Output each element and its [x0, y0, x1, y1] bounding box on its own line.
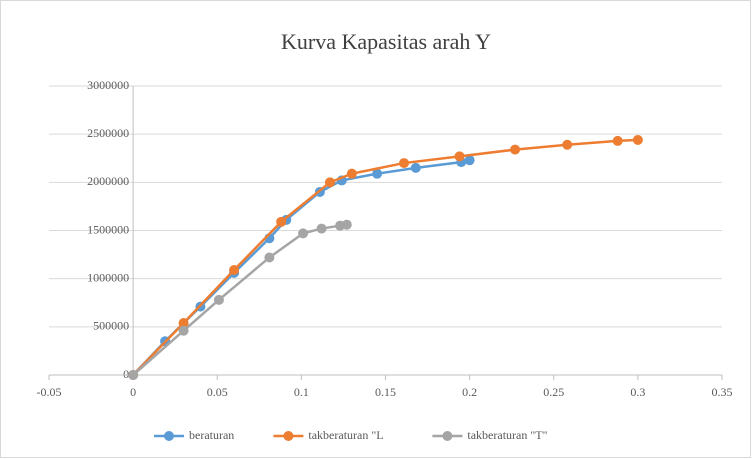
data-point: [454, 151, 465, 162]
series-line: [132, 138, 638, 376]
x-tick-label: 0.25: [543, 385, 564, 399]
y-tick-label: 1500000: [87, 222, 129, 236]
y-tick-label: 2000000: [87, 174, 129, 188]
data-point: [229, 264, 240, 275]
legend-label: beraturan: [189, 428, 234, 442]
data-point: [128, 370, 139, 380]
data-point: [324, 177, 335, 188]
data-point: [346, 168, 357, 179]
y-tick-label: 2500000: [87, 126, 129, 140]
x-tick-label: 0.3: [630, 385, 645, 399]
x-tick-label: 0.35: [712, 385, 733, 399]
y-tick-label: 1000000: [87, 270, 129, 284]
x-tick-label: 0.1: [294, 385, 309, 399]
legend-marker: [442, 431, 453, 441]
y-tick-label: 500000: [93, 319, 129, 333]
data-point: [510, 144, 521, 155]
data-point: [178, 317, 189, 328]
data-point: [264, 252, 275, 263]
data-point: [410, 162, 421, 173]
data-point: [298, 228, 309, 239]
x-tick-label: 0: [130, 385, 136, 399]
legend-label: takberaturan "T": [467, 428, 547, 442]
data-point: [341, 219, 352, 230]
x-tick-label: 0.05: [207, 385, 228, 399]
x-tick-label: 0.2: [462, 385, 477, 399]
data-point: [316, 223, 327, 234]
data-point: [178, 325, 189, 336]
data-point: [399, 158, 410, 169]
data-point: [562, 139, 573, 150]
legend-marker: [164, 431, 174, 441]
data-point: [612, 135, 623, 146]
data-point: [632, 134, 643, 145]
data-point: [213, 294, 224, 305]
legend-marker: [283, 431, 294, 441]
data-point: [372, 168, 383, 179]
y-tick-label: 0: [123, 367, 129, 381]
data-point: [464, 155, 475, 166]
x-tick-label: -0.05: [37, 385, 62, 399]
chart-title: Kurva Kapasitas arah Y: [281, 29, 491, 54]
y-tick-label: 3000000: [87, 78, 129, 92]
x-tick-label: 0.15: [375, 385, 396, 399]
legend-label: takberaturan "L: [308, 428, 383, 442]
data-point: [276, 216, 287, 227]
